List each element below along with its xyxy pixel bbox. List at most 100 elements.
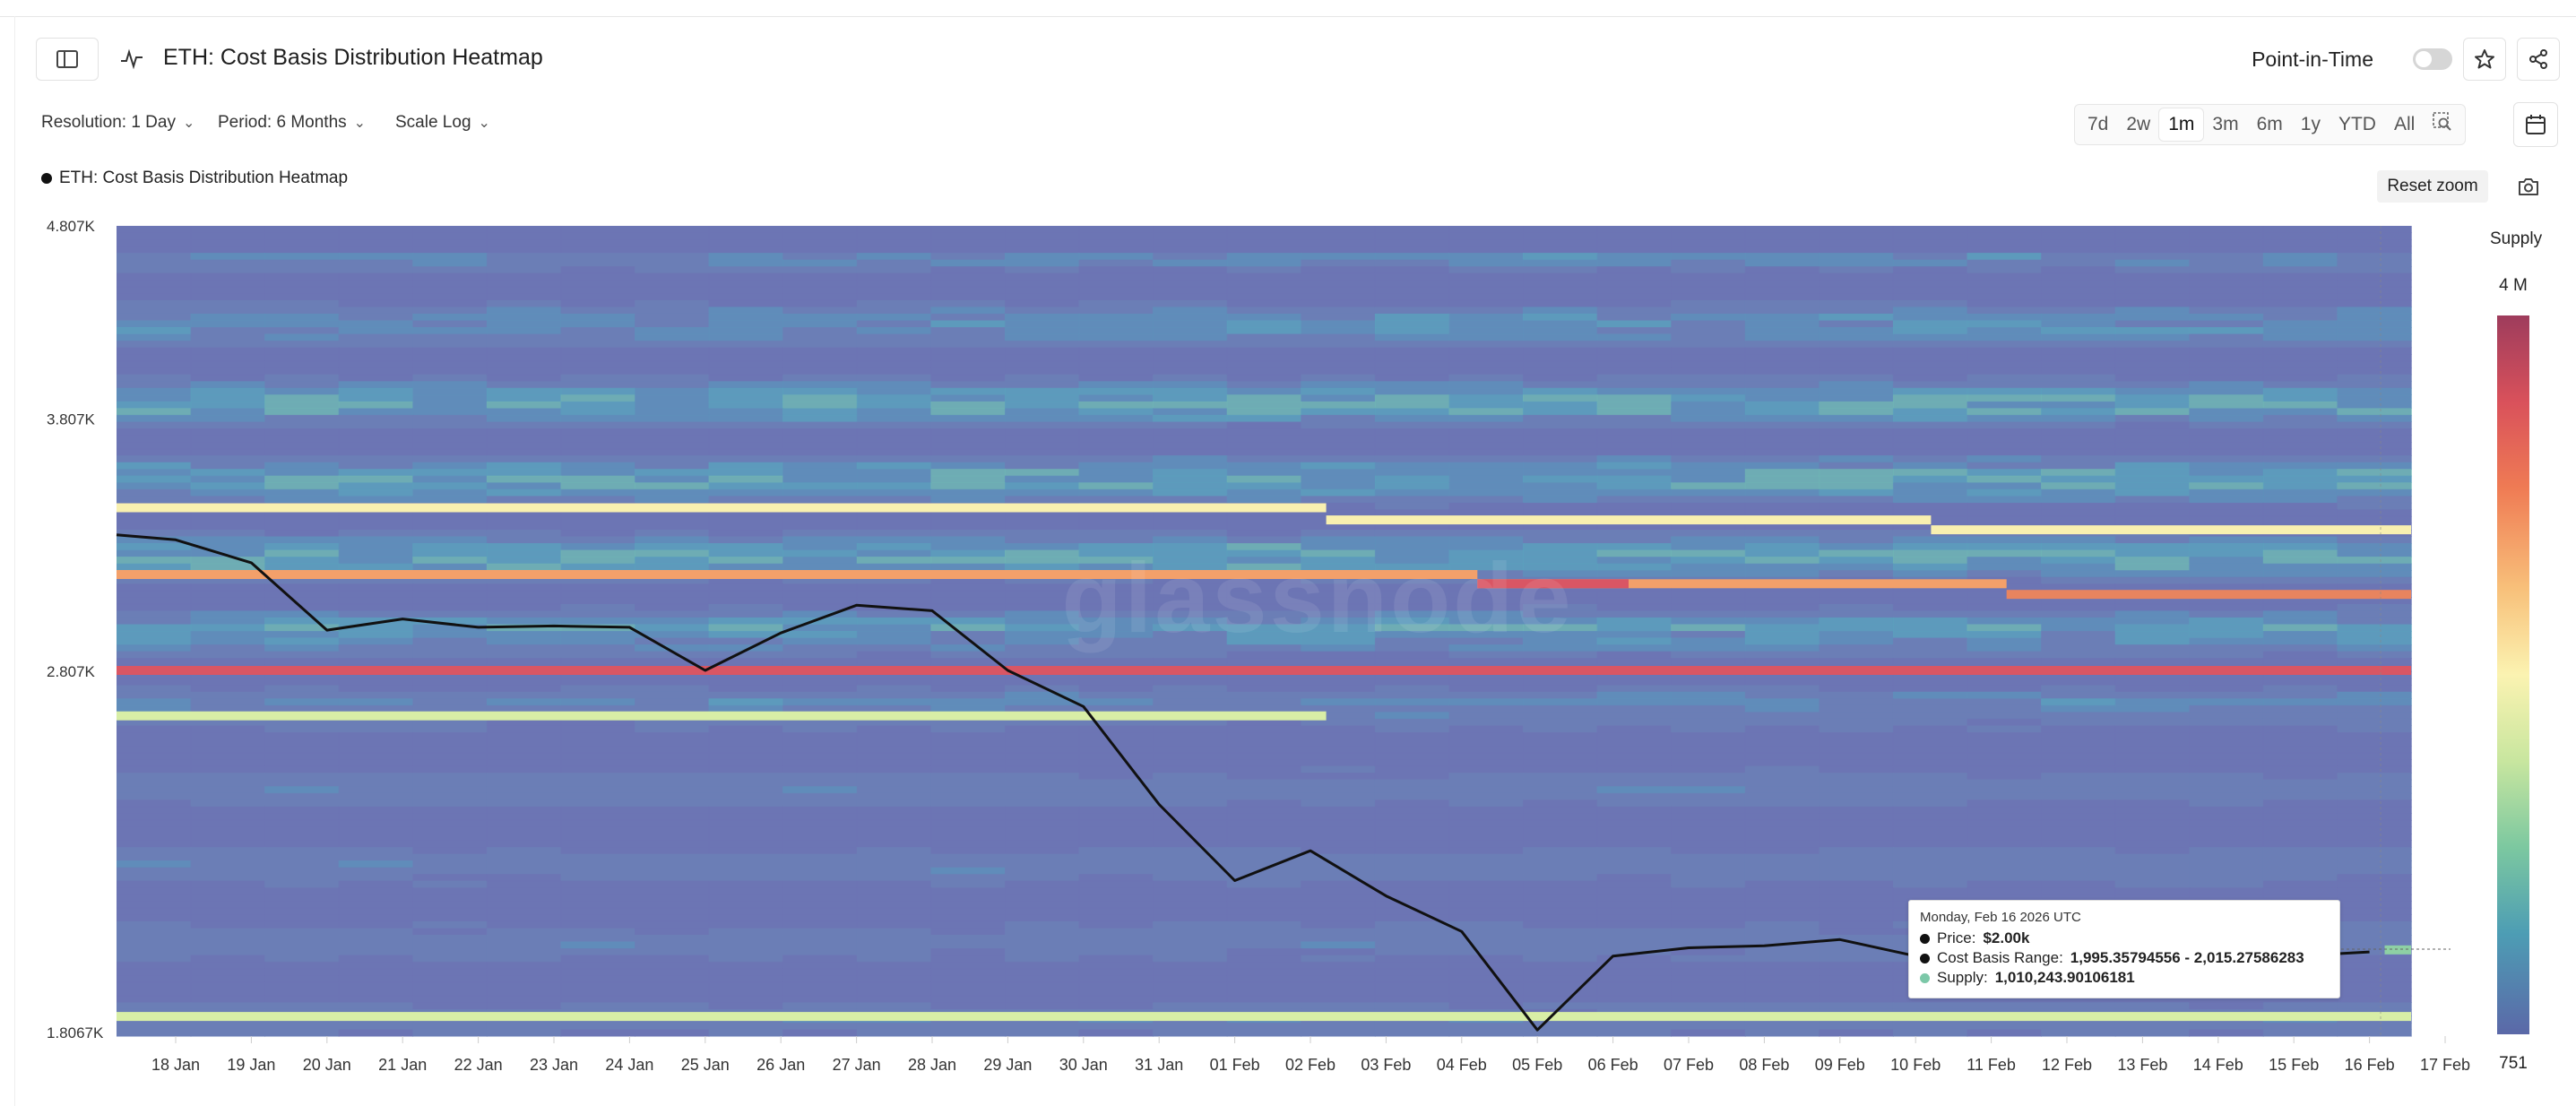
heatmap-cell: [2189, 779, 2264, 787]
heatmap-cell: [1596, 442, 1672, 450]
range-all[interactable]: All: [2393, 114, 2416, 134]
heatmap-cell: [2337, 834, 2412, 842]
heatmap-cell: [1596, 746, 1672, 754]
heatmap-cell: [1226, 536, 1302, 544]
sidebar-toggle-button[interactable]: [36, 38, 99, 81]
calendar-button[interactable]: [2513, 102, 2558, 147]
heatmap-cell: [1671, 253, 1746, 261]
heatmap-cell: [2337, 232, 2412, 240]
heatmap-cell: [708, 752, 783, 760]
heatmap-cell: [1301, 678, 1376, 686]
heatmap-cell: [856, 360, 932, 368]
heatmap-cell: [2114, 360, 2191, 368]
heatmap-cell: [1005, 590, 1080, 598]
heatmap-cell: [1374, 637, 1450, 645]
heatmap-cell: [1078, 907, 1154, 915]
heatmap-cell: [2337, 475, 2412, 483]
resolution-dropdown[interactable]: Resolution: 1 Day ⌄: [41, 113, 194, 133]
range-2w[interactable]: 2w: [2126, 114, 2151, 134]
favorite-button[interactable]: [2463, 38, 2506, 81]
zoom-select-button[interactable]: [2424, 107, 2461, 143]
heatmap-cell: [930, 920, 1006, 929]
heatmap-cell: [635, 874, 710, 882]
heatmap-cell: [1671, 752, 1746, 760]
heatmap-cell: [117, 509, 192, 517]
heatmap-cell: [2262, 496, 2338, 504]
heatmap-cell: [338, 792, 414, 800]
period-dropdown[interactable]: Period: 6 Months ⌄: [218, 113, 366, 133]
heatmap-cell: [1374, 712, 1450, 720]
heatmap-cell: [1301, 239, 1376, 247]
heatmap-cell: [2189, 307, 2264, 315]
heatmap-cell: [560, 813, 635, 821]
heatmap-cell: [1671, 698, 1746, 706]
heatmap-cell: [1005, 752, 1080, 760]
range-6m[interactable]: 6m: [2256, 114, 2283, 134]
heatmap-cell: [1523, 557, 1598, 565]
heatmap-cell: [1301, 597, 1376, 605]
heatmap-cell: [1892, 549, 1968, 557]
heatmap-cell: [117, 496, 192, 504]
heatmap-cell: [486, 272, 562, 281]
heatmap-cell: [1005, 408, 1080, 416]
heatmap-cell: [1226, 401, 1302, 409]
heatmap-cell: [2041, 515, 2116, 523]
heatmap-cell: [1744, 786, 1820, 794]
heatmap-cell: [1523, 624, 1598, 632]
heatmap-cell: [338, 725, 414, 733]
heatmap-cell: [930, 381, 1006, 389]
heatmap-cell: [2041, 583, 2116, 592]
heatmap-cell: [117, 617, 192, 625]
range-7d[interactable]: 7d: [2088, 114, 2109, 134]
heatmap-cell: [1226, 678, 1302, 686]
heatmap-cell: [1226, 442, 1302, 450]
x-tick-label: 12 Feb: [2042, 1056, 2092, 1074]
heatmap-cell: [2337, 515, 2412, 523]
share-button[interactable]: [2517, 38, 2560, 81]
heatmap-cell: [635, 819, 710, 827]
heatmap-cell: [560, 394, 635, 402]
heatmap-cell: [117, 299, 192, 307]
heatmap-cell: [930, 327, 1006, 335]
heatmap-cell: [1967, 239, 2042, 247]
reset-zoom-button[interactable]: Reset zoom: [2377, 170, 2488, 203]
heatmap-cell: [1819, 631, 1894, 639]
range-3m[interactable]: 3m: [2212, 114, 2239, 134]
heatmap-cell: [1374, 280, 1450, 288]
x-tick-label: 31 Jan: [1135, 1056, 1183, 1074]
heatmap-cell: [1448, 752, 1524, 760]
heatmap-cell: [1967, 381, 2042, 389]
heatmap-cell: [1226, 806, 1302, 814]
heatmap-cell: [2337, 259, 2412, 267]
heatmap-cell: [190, 907, 265, 915]
heatmap-cell: [264, 975, 340, 983]
snapshot-button[interactable]: [2510, 170, 2547, 203]
heatmap-cell: [1078, 576, 1154, 584]
range-1y[interactable]: 1y: [2300, 114, 2321, 134]
heatmap-cell: [1596, 563, 1672, 571]
scale-dropdown[interactable]: Scale Log ⌄: [395, 113, 490, 133]
heatmap-cell: [1153, 488, 1228, 497]
heatmap-cell: [635, 880, 710, 888]
heatmap-cell: [1967, 414, 2042, 422]
heatmap-cell: [2041, 799, 2116, 808]
heatmap-cell: [1226, 834, 1302, 842]
colorbar-title: Supply: [2490, 229, 2543, 248]
heatmap-cell: [486, 442, 562, 450]
heatmap-cell: [856, 894, 932, 902]
range-1m[interactable]: 1m: [2159, 108, 2204, 141]
heatmap-cell: [190, 1022, 265, 1030]
heatmap-cell: [1226, 266, 1302, 274]
heatmap-cell: [412, 1022, 488, 1030]
heatmap-cell: [708, 867, 783, 875]
heatmap-cell: [1005, 624, 1080, 632]
tooltip-supply-value: 1,010,243.90106181: [1994, 969, 2135, 986]
heatmap-cell: [1301, 786, 1376, 794]
heatmap-cell: [264, 442, 340, 450]
point-in-time-toggle[interactable]: [2413, 48, 2452, 70]
heatmap-cell: [1892, 442, 1968, 450]
range-ytd[interactable]: YTD: [2338, 114, 2376, 134]
heatmap-cell: [1596, 698, 1672, 706]
heatmap-cell: [560, 530, 635, 538]
